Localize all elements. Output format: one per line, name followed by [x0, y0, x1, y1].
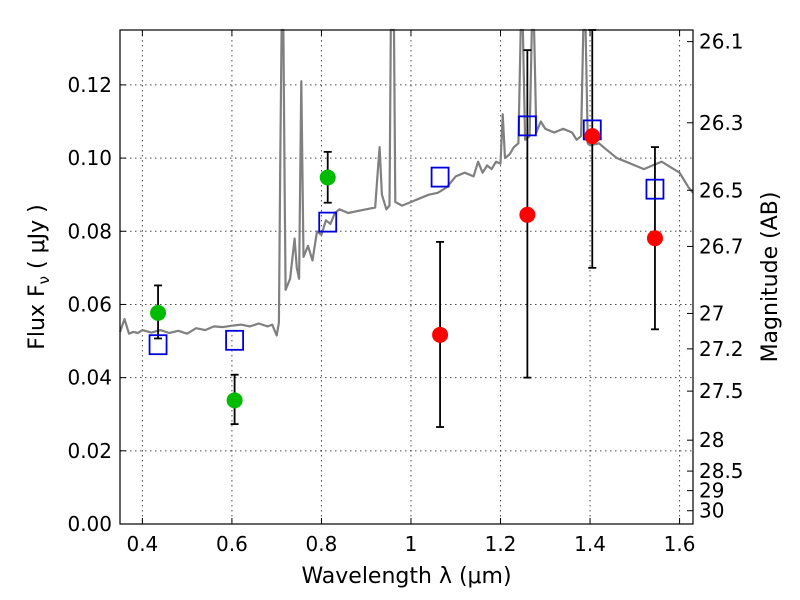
y2-tick-label: 26.3: [699, 111, 744, 135]
y2-tick-label: 26.5: [699, 178, 744, 202]
y-axis-label: Flux Fν ( μJy ): [25, 204, 53, 349]
y-axis-label-main: Flux F: [25, 284, 50, 349]
plot-frame: [119, 29, 694, 525]
y-tick-label: 0.06: [67, 292, 112, 316]
y-axis-label-unit: ( μJy ): [25, 204, 50, 276]
x-tick-label: 1: [405, 532, 418, 556]
y2-tick-label: 27: [699, 301, 724, 325]
y-tick-label: 0.02: [67, 439, 112, 463]
data-point-circle: [226, 392, 243, 409]
y2-tick-label: 27.2: [699, 337, 744, 361]
y-tick-label: 0.12: [67, 73, 112, 97]
grid-layer: [120, 30, 693, 524]
y2-tick-label: 29: [699, 479, 724, 503]
model-square-marker: [645, 178, 665, 200]
x-tick-label: 0.6: [216, 532, 248, 556]
y2-tick-label: 30: [699, 499, 724, 523]
model-square-marker: [225, 329, 245, 351]
y2-tick-label: 27.5: [699, 379, 744, 403]
x-axis-label: Wavelength λ (μm): [301, 564, 511, 589]
data-layer: [118, 28, 694, 428]
model-square-marker: [517, 115, 537, 137]
data-point-circle: [519, 206, 536, 223]
y2-tick-label: 28.5: [699, 459, 744, 483]
x-tick-label: 1.6: [664, 532, 696, 556]
x-tick-label: 1.2: [485, 532, 517, 556]
y-tick-label: 0.00: [67, 512, 112, 536]
y2-tick-label: 26.1: [699, 30, 744, 54]
x-tick-label: 0.4: [126, 532, 158, 556]
model-square-marker: [148, 334, 168, 356]
y2-tick-label: 26.7: [699, 234, 744, 258]
data-point-circle: [646, 230, 663, 247]
x-tick-label: 1.4: [574, 532, 606, 556]
y-axis-label-subscript: ν: [35, 276, 53, 284]
y2-tick-label: 28: [699, 428, 724, 452]
data-point-circle: [319, 169, 336, 186]
model-square-marker: [318, 211, 338, 233]
x-tick-label: 0.8: [306, 532, 338, 556]
data-point-circle: [150, 304, 167, 321]
y-tick-label: 0.08: [67, 219, 112, 243]
y-tick-label: 0.04: [67, 366, 112, 390]
model-square-marker: [430, 166, 450, 188]
y2-axis-label: Magnitude (AB): [758, 192, 783, 363]
spectrum-line: [118, 28, 694, 337]
data-point-circle: [584, 128, 601, 145]
tick-layer: 0.4 0.6 0.8 1 1.2 1.4 1.6 0.00 0.02 0.04 0.06 0.08 0…: [67, 30, 743, 556]
data-point-circle: [432, 326, 449, 343]
y-tick-label: 0.10: [67, 146, 112, 170]
